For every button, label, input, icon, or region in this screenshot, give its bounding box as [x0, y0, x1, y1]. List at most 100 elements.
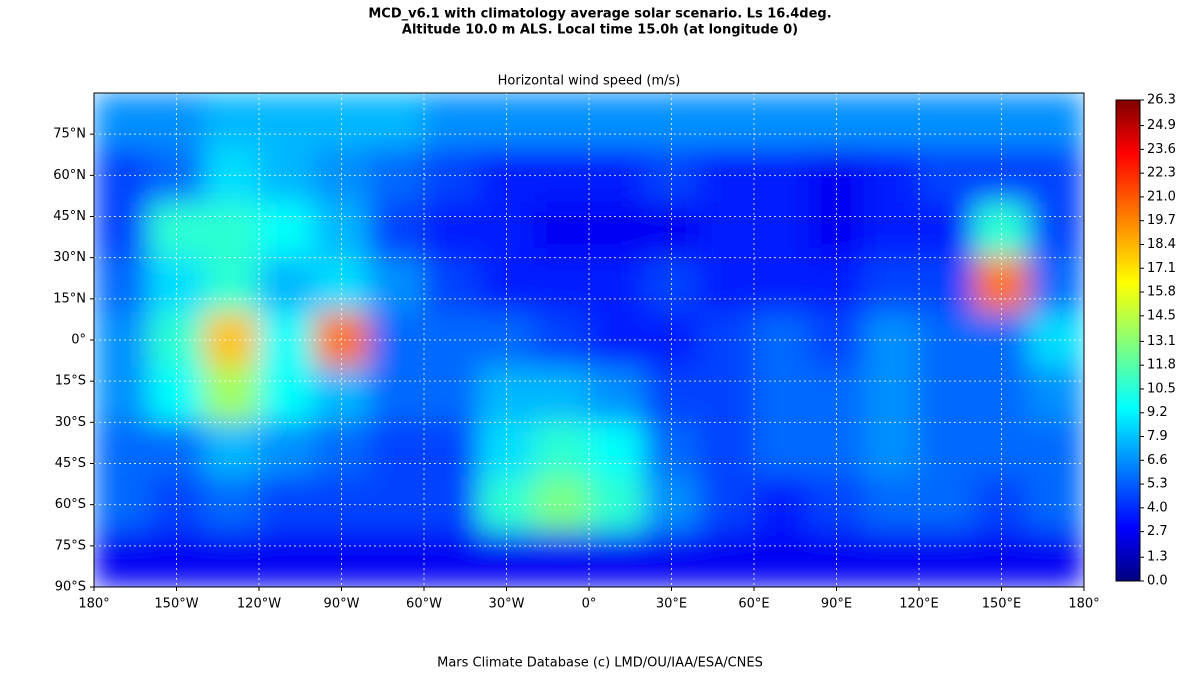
- heat-cell: [203, 93, 260, 149]
- heat-cell: [368, 476, 425, 533]
- chart-title: MCD_v6.1 with climatology average solar …: [368, 7, 831, 22]
- heat-cell: [588, 202, 645, 259]
- heat-cell: [863, 257, 920, 314]
- x-tick-label: 0°: [582, 597, 597, 612]
- heat-cell: [478, 93, 535, 149]
- heat-cell: [94, 202, 150, 259]
- heat-cell: [94, 257, 150, 314]
- heat-cell: [1028, 421, 1084, 478]
- colorbar-tick-label: 0.0: [1147, 574, 1168, 589]
- colorbar-tick-label: 26.3: [1147, 93, 1176, 108]
- heat-cell: [808, 93, 865, 149]
- heat-cell: [918, 147, 975, 204]
- colorbar-tick-label: 9.2: [1147, 405, 1168, 420]
- heat-cell: [588, 312, 645, 368]
- heat-cell: [533, 312, 590, 368]
- y-tick-label: 30°N: [53, 250, 86, 265]
- colorbar: [1115, 99, 1141, 582]
- heat-cell: [973, 93, 1030, 149]
- heat-cell: [533, 421, 590, 478]
- heat-cell: [588, 366, 645, 423]
- heat-cell: [533, 147, 590, 204]
- heat-cell: [643, 93, 700, 149]
- heat-cell: [258, 93, 315, 149]
- heat-cell: [533, 366, 590, 423]
- heat-cell: [863, 476, 920, 533]
- colorbar-tick-label: 4.0: [1147, 500, 1168, 515]
- heat-cell: [423, 257, 480, 314]
- x-tick-label: 120°E: [899, 597, 939, 612]
- colorbar-tick-label: 13.1: [1147, 334, 1176, 349]
- plot-title: Horizontal wind speed (m/s): [498, 74, 681, 89]
- heat-cell: [368, 202, 425, 259]
- heat-cell: [258, 476, 315, 533]
- heat-cell: [423, 366, 480, 423]
- heat-cell: [423, 147, 480, 204]
- heat-cell: [918, 476, 975, 533]
- heat-cell: [203, 202, 260, 259]
- x-tick-label: 30°W: [489, 597, 525, 612]
- heat-cell: [258, 257, 315, 314]
- heat-cell: [753, 366, 810, 423]
- heat-cell: [753, 312, 810, 368]
- y-tick-label: 15°S: [55, 374, 86, 389]
- colorbar-tick-label: 11.8: [1147, 358, 1176, 373]
- heat-cell: [863, 531, 920, 587]
- heat-cell: [423, 312, 480, 368]
- colorbar-tick-label: 19.7: [1147, 213, 1176, 228]
- heat-cell: [533, 202, 590, 259]
- heat-cell: [1028, 476, 1084, 533]
- x-tick-label: 180°: [78, 597, 109, 612]
- heat-cell: [258, 421, 315, 478]
- heat-cell: [918, 366, 975, 423]
- x-tick-label: 90°E: [821, 597, 852, 612]
- colorbar-tick-label: 6.6: [1147, 453, 1168, 468]
- colorbar-tick-label: 24.9: [1147, 118, 1176, 133]
- heat-cell: [203, 366, 260, 423]
- heat-cell: [368, 93, 425, 149]
- x-tick-label: 150°E: [982, 597, 1022, 612]
- x-tick-label: 90°W: [324, 597, 360, 612]
- heat-cell: [368, 257, 425, 314]
- heat-cell: [863, 421, 920, 478]
- heat-cell: [533, 257, 590, 314]
- heat-cell: [1028, 93, 1084, 149]
- heat-cell: [203, 147, 260, 204]
- colorbar-tick-label: 22.3: [1147, 166, 1176, 181]
- colorbar-tick-label: 5.3: [1147, 477, 1168, 492]
- heat-cell: [1028, 147, 1084, 204]
- heat-cell: [203, 531, 260, 587]
- chart-subtitle: Altitude 10.0 m ALS. Local time 15.0h (a…: [402, 23, 798, 38]
- colorbar-tick-label: 23.6: [1147, 142, 1176, 157]
- colorbar-tick-label: 10.5: [1147, 381, 1176, 396]
- heat-cell: [368, 366, 425, 423]
- heat-cell: [918, 257, 975, 314]
- heat-cell: [533, 531, 590, 587]
- heat-cell: [203, 257, 260, 314]
- x-tick-label: 60°W: [406, 597, 442, 612]
- heat-cell: [588, 93, 645, 149]
- heat-cell: [94, 476, 150, 533]
- heat-cell: [203, 312, 260, 368]
- heat-cell: [1028, 257, 1084, 314]
- heat-cell: [698, 257, 755, 314]
- colorbar-tick-label: 15.8: [1147, 285, 1176, 300]
- heat-cell: [863, 202, 920, 259]
- colorbar-tick-label: 21.0: [1147, 189, 1176, 204]
- y-tick-label: 90°S: [55, 580, 86, 595]
- heat-cell: [533, 476, 590, 533]
- heat-cell: [1028, 531, 1084, 587]
- heat-cell: [423, 531, 480, 587]
- heat-cell: [753, 93, 810, 149]
- y-tick-label: 45°N: [53, 209, 86, 224]
- heat-cell: [258, 202, 315, 259]
- heat-cell: [753, 147, 810, 204]
- heat-cell: [698, 476, 755, 533]
- heat-cell: [258, 312, 315, 368]
- heat-cell: [1028, 312, 1084, 368]
- heat-cell: [753, 531, 810, 587]
- heat-cell: [918, 531, 975, 587]
- y-tick-label: 75°N: [53, 127, 86, 142]
- heat-cell: [368, 531, 425, 587]
